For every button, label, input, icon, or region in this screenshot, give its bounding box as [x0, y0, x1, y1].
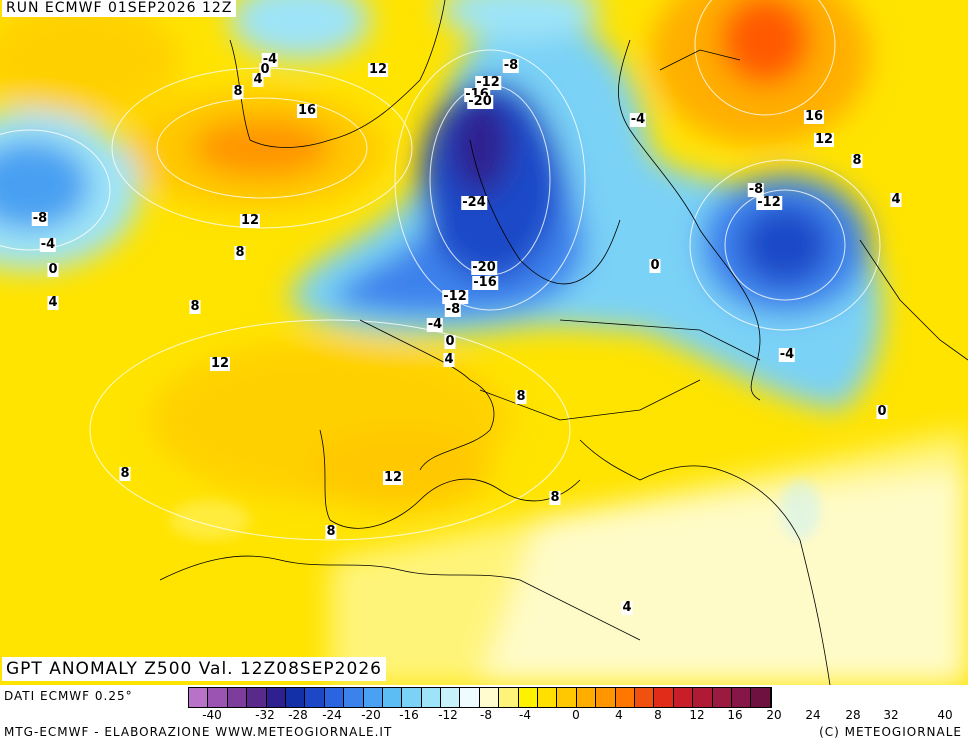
- legend-swatch: [189, 688, 209, 707]
- legend-swatch: [208, 688, 228, 707]
- contour-label: -4: [778, 347, 796, 362]
- legend-tick: -28: [288, 708, 308, 722]
- contour-label: 4: [47, 295, 59, 310]
- contour-label: 16: [803, 109, 825, 124]
- credit-text: MTG-ECMWF - ELABORAZIONE WWW.METEOGIORNA…: [4, 725, 393, 739]
- contour-label: 8: [851, 153, 863, 168]
- contour-label: -4: [39, 237, 57, 252]
- contour-label: -20: [471, 260, 497, 275]
- legend-swatch: [363, 688, 383, 707]
- legend-tick: -12: [438, 708, 458, 722]
- legend-tick: -32: [255, 708, 275, 722]
- legend-swatch: [615, 688, 635, 707]
- contour-label: 0: [649, 258, 661, 273]
- legend-tick: 16: [727, 708, 743, 722]
- contour-label: -8: [444, 302, 462, 317]
- contour-label: -12: [475, 75, 501, 90]
- contour-label: -4: [426, 317, 444, 332]
- legend-swatch: [402, 688, 422, 707]
- data-source: DATI ECMWF 0.25°: [4, 689, 133, 703]
- legend-swatch: [731, 688, 752, 707]
- legend-tick: 40: [937, 708, 953, 722]
- contour-label: 8: [119, 466, 131, 481]
- contour-label: 8: [232, 84, 244, 99]
- legend-swatch: [441, 688, 461, 707]
- color-legend: [188, 687, 772, 708]
- contour-label: 0: [876, 404, 888, 419]
- legend-tick: 8: [654, 708, 662, 722]
- legend-swatch: [596, 688, 616, 707]
- legend-tick: -4: [519, 708, 531, 722]
- contour-label: 12: [209, 356, 231, 371]
- legend-swatch: [634, 688, 655, 707]
- legend-swatch: [324, 688, 345, 707]
- legend-ticks: -40 -32 -28 -24 -20 -16 -12 -8 -4 0 4 8 12 16 20 24 28 32…: [188, 708, 968, 724]
- legend-tick: 32: [883, 708, 899, 722]
- contour-label: 0: [444, 334, 456, 349]
- contour-label: -16: [472, 275, 498, 290]
- legend-tick: -24: [322, 708, 342, 722]
- contour-label: -12: [442, 289, 468, 304]
- contour-label: -20: [467, 94, 493, 109]
- contour-label: 4: [890, 192, 902, 207]
- contour-label: 12: [367, 62, 389, 77]
- contour-label: 8: [515, 389, 527, 404]
- legend-swatch: [499, 688, 519, 707]
- legend-tick: -16: [399, 708, 419, 722]
- contour-label: -8: [31, 211, 49, 226]
- legend-tick: 20: [766, 708, 782, 722]
- contour-label: 8: [234, 245, 246, 260]
- map-title: GPT ANOMALY Z500 Val. 12Z08SEP2026: [2, 657, 386, 681]
- contour-label: 12: [239, 213, 261, 228]
- copyright-text: (C) METEOGIORNALE: [819, 725, 962, 739]
- run-title: RUN ECMWF 01SEP2026 12Z: [2, 0, 237, 17]
- contour-label: 0: [259, 62, 271, 77]
- legend-swatch: [227, 688, 248, 707]
- legend-swatch: [576, 688, 597, 707]
- legend-tick: 28: [845, 708, 861, 722]
- contour-label: 8: [549, 490, 561, 505]
- contour-label: 4: [621, 600, 633, 615]
- contour-label: 0: [47, 262, 59, 277]
- legend-swatch: [344, 688, 364, 707]
- contour-label: -4: [629, 112, 647, 127]
- legend-tick: 0: [572, 708, 580, 722]
- legend-swatch: [712, 688, 732, 707]
- contour-label: 12: [382, 470, 404, 485]
- contour-label: -8: [502, 58, 520, 73]
- legend-swatch: [479, 688, 500, 707]
- legend-swatch: [557, 688, 577, 707]
- contour-label: 8: [189, 299, 201, 314]
- legend-tick: -8: [480, 708, 492, 722]
- legend-swatch: [654, 688, 674, 707]
- legend-swatch: [693, 688, 713, 707]
- anomaly-map: RUN ECMWF 01SEP2026 12Z -40481216-12-16-…: [0, 0, 968, 685]
- contour-label: 12: [813, 132, 835, 147]
- legend-swatch: [460, 688, 480, 707]
- legend-swatch: [382, 688, 403, 707]
- contour-label: 4: [252, 72, 264, 87]
- contour-label: 16: [296, 103, 318, 118]
- legend-tick: -40: [202, 708, 222, 722]
- contour-label: -8: [747, 182, 765, 197]
- legend-swatch: [673, 688, 694, 707]
- legend-tick: -20: [361, 708, 381, 722]
- legend-swatch: [421, 688, 442, 707]
- legend-tick: 4: [615, 708, 623, 722]
- contour-label: -12: [756, 195, 782, 210]
- legend-swatch: [751, 688, 771, 707]
- legend-tick: 24: [805, 708, 821, 722]
- legend-swatch: [518, 688, 539, 707]
- legend-tick: 12: [689, 708, 705, 722]
- anomaly-fills: [0, 0, 968, 685]
- legend-swatch: [305, 688, 325, 707]
- legend-swatch: [285, 688, 306, 707]
- legend-swatch: [266, 688, 286, 707]
- contour-label: -24: [461, 195, 487, 210]
- contour-label: 8: [325, 524, 337, 539]
- coastlines: [159, 0, 968, 685]
- legend-swatch: [538, 688, 558, 707]
- legend-swatch: [247, 688, 267, 707]
- contour-label: 4: [443, 352, 455, 367]
